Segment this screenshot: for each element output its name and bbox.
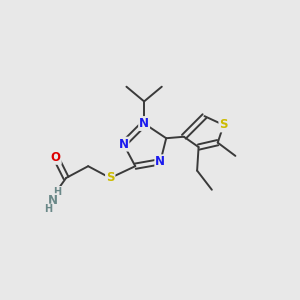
Text: H: H [53,187,61,197]
Text: N: N [48,194,58,207]
Text: H: H [44,205,52,214]
Text: N: N [139,117,149,130]
Text: S: S [219,118,228,131]
Text: N: N [155,155,165,168]
Text: O: O [51,151,61,164]
Text: N: N [118,138,128,151]
Text: S: S [106,172,115,184]
